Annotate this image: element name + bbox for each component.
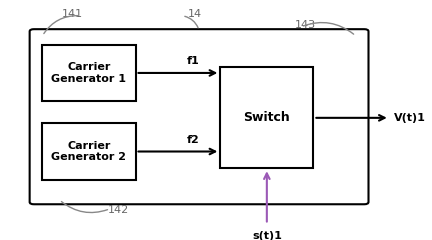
Text: 143: 143 — [294, 20, 315, 30]
Bar — [220, 67, 314, 168]
Text: s(t)1: s(t)1 — [252, 231, 282, 240]
Text: 14: 14 — [188, 9, 202, 19]
Bar — [42, 45, 136, 101]
Text: Carrier
Generator 1: Carrier Generator 1 — [51, 62, 127, 84]
FancyBboxPatch shape — [30, 29, 368, 204]
Text: f1: f1 — [186, 56, 199, 66]
Text: f2: f2 — [186, 135, 199, 145]
Text: Carrier
Generator 2: Carrier Generator 2 — [51, 141, 127, 162]
Bar — [42, 123, 136, 180]
Text: 142: 142 — [108, 205, 129, 216]
Text: 141: 141 — [61, 9, 83, 19]
Text: Switch: Switch — [244, 111, 290, 124]
Text: V(t)1: V(t)1 — [394, 113, 426, 123]
